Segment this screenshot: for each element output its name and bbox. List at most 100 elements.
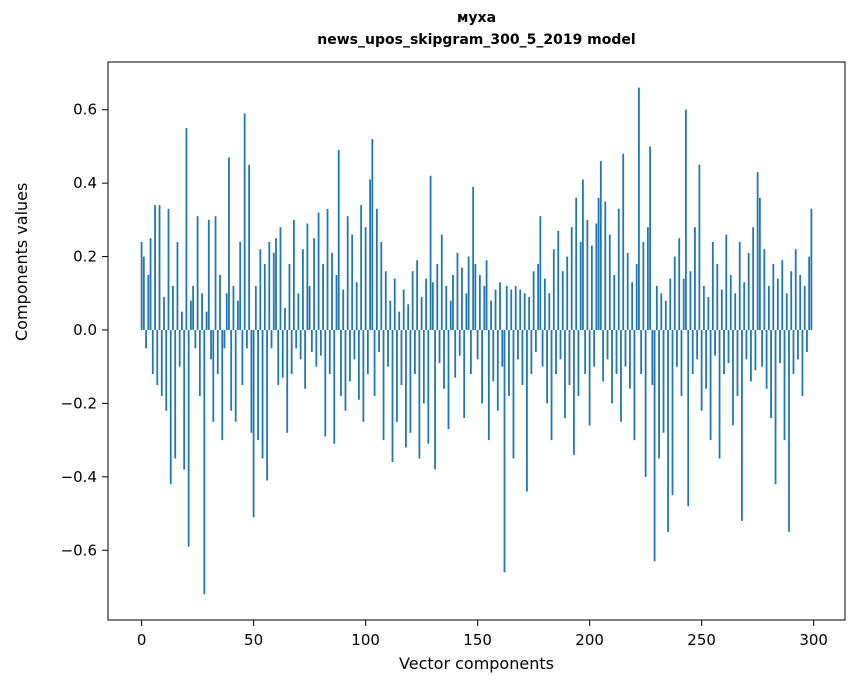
bar-component-67 — [290, 329, 293, 375]
bar-component-10 — [163, 296, 165, 330]
bar-component-4 — [149, 238, 152, 330]
bar-component-289 — [788, 329, 790, 532]
bar-component-165 — [510, 289, 513, 330]
bar-component-160 — [499, 282, 501, 330]
bar-component-280 — [767, 285, 770, 330]
bar-component-50 — [252, 329, 255, 518]
bar-component-168 — [517, 329, 519, 360]
bar-component-28 — [203, 329, 206, 595]
bar-component-218 — [629, 329, 631, 389]
bar-component-282 — [772, 263, 775, 330]
bar-component-45 — [241, 329, 244, 386]
bar-component-214 — [620, 329, 622, 422]
bar-component-151 — [478, 274, 481, 330]
bar-component-222 — [638, 87, 640, 330]
bar-component-96 — [355, 282, 358, 330]
bar-component-230 — [655, 285, 658, 330]
bar-component-178 — [539, 216, 542, 330]
chart-subtitle: news_upos_skipgram_300_5_2019 model — [317, 31, 636, 48]
bar-component-167 — [514, 285, 517, 330]
bar-component-42 — [234, 329, 237, 422]
bar-component-118 — [405, 329, 407, 448]
bar-component-154 — [485, 260, 488, 330]
bar-component-155 — [487, 329, 490, 441]
bar-component-162 — [503, 329, 506, 573]
bar-component-229 — [653, 329, 656, 562]
bar-component-148 — [472, 186, 475, 330]
bar-component-267 — [738, 241, 741, 330]
bar-component-66 — [288, 263, 291, 330]
bar-component-30 — [207, 219, 210, 330]
bar-component-124 — [418, 329, 421, 459]
bar-component-130 — [431, 282, 434, 330]
bar-component-134 — [440, 234, 443, 330]
bar-component-68 — [293, 219, 295, 330]
bar-component-181 — [546, 329, 548, 404]
bar-component-171 — [523, 293, 526, 330]
bar-component-252 — [705, 329, 708, 389]
bar-component-202 — [593, 329, 595, 367]
bar-component-251 — [702, 285, 705, 330]
bar-component-292 — [794, 249, 797, 330]
bar-component-255 — [711, 241, 714, 330]
bar-component-262 — [727, 329, 730, 364]
bar-component-65 — [286, 329, 289, 433]
bar-component-233 — [662, 329, 665, 433]
bar-component-48 — [248, 164, 251, 330]
bar-component-295 — [801, 329, 804, 397]
bar-component-283 — [774, 329, 777, 485]
bar-component-244 — [687, 329, 690, 507]
bar-component-164 — [508, 329, 510, 397]
bar-component-89 — [340, 329, 342, 397]
bar-component-20 — [185, 128, 188, 330]
bar-component-15 — [174, 329, 177, 459]
bar-component-142 — [458, 329, 461, 356]
bar-component-123 — [416, 260, 419, 330]
bar-component-117 — [402, 289, 405, 330]
plot-border — [107, 61, 846, 621]
bar-component-161 — [501, 329, 504, 367]
bar-component-138 — [449, 300, 452, 330]
bar-component-140 — [454, 329, 457, 378]
bar-component-264 — [732, 329, 734, 426]
bar-component-57 — [268, 241, 271, 330]
bar-component-27 — [201, 293, 203, 330]
bar-component-63 — [281, 329, 284, 378]
y-tick-label: 0.2 — [73, 248, 97, 266]
bar-component-220 — [633, 329, 636, 441]
bar-component-3 — [147, 274, 150, 330]
bar-component-272 — [750, 329, 752, 382]
bar-component-14 — [172, 285, 174, 330]
bar-component-268 — [741, 329, 743, 521]
bar-component-91 — [344, 329, 347, 411]
bar-component-9 — [160, 329, 163, 397]
bar-component-206 — [602, 329, 604, 382]
bar-component-49 — [250, 329, 253, 433]
bar-component-147 — [470, 329, 472, 375]
bar-component-69 — [295, 329, 298, 349]
bar-component-31 — [210, 329, 212, 360]
bar-component-58 — [270, 329, 273, 349]
bar-component-156 — [490, 300, 492, 330]
bar-component-290 — [790, 271, 793, 330]
bar-component-232 — [660, 293, 663, 330]
bar-component-287 — [783, 329, 786, 441]
y-tick-label: −0.6 — [61, 541, 97, 559]
bar-component-158 — [494, 289, 497, 330]
bar-component-285 — [779, 329, 781, 364]
bar-component-25 — [196, 216, 199, 330]
bar-component-108 — [382, 329, 385, 441]
bar-component-90 — [342, 289, 345, 330]
bar-component-77 — [313, 238, 315, 330]
bar-component-24 — [194, 329, 197, 349]
bar-component-293 — [797, 329, 799, 360]
bar-component-246 — [691, 329, 694, 375]
bar-component-64 — [284, 307, 286, 330]
bar-component-105 — [375, 208, 378, 330]
bar-component-93 — [349, 329, 351, 382]
bar-component-114 — [396, 329, 398, 422]
bar-component-37 — [223, 329, 226, 349]
bar-component-0 — [140, 241, 143, 330]
bar-component-185 — [555, 329, 557, 375]
bar-component-224 — [642, 241, 645, 330]
